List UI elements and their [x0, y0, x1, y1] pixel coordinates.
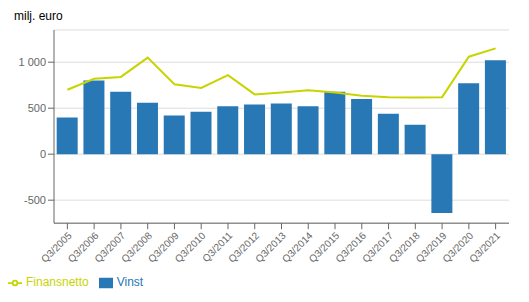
- svg-text:Q3/2005: Q3/2005: [38, 229, 74, 265]
- html-text:milj. euro: milj. euro: [14, 9, 63, 23]
- svg-text:Q3/2007: Q3/2007: [92, 229, 128, 265]
- svg-text:Q3/2011: Q3/2011: [200, 229, 235, 265]
- svg-text:Q3/2008: Q3/2008: [119, 229, 155, 265]
- html-text:Vinst: Vinst: [116, 275, 144, 290]
- svg-text:Q3/2016: Q3/2016: [333, 229, 369, 265]
- svg-text:Q3/2013: Q3/2013: [253, 229, 288, 265]
- svg-text:Q3/2021: Q3/2021: [467, 230, 502, 265]
- svg-text:Q3/2006: Q3/2006: [65, 229, 101, 265]
- svg-text:1 000: 1 000: [18, 56, 46, 68]
- svg-text:Q3/2017: Q3/2017: [360, 229, 395, 265]
- html-text:Finansnetto: Finansnetto: [26, 275, 89, 290]
- svg-text:Q3/2012: Q3/2012: [226, 229, 262, 265]
- svg-text:Q3/2014: Q3/2014: [279, 229, 315, 265]
- svg-text:0: 0: [40, 148, 46, 160]
- svg-text:Q3/2020: Q3/2020: [440, 229, 476, 265]
- svg-text:Q3/2010: Q3/2010: [172, 229, 208, 265]
- svg-text:500: 500: [28, 102, 46, 114]
- svg-text:Q3/2015: Q3/2015: [306, 229, 342, 265]
- svg-text:Q3/2018: Q3/2018: [386, 229, 422, 265]
- svg-text:Q3/2009: Q3/2009: [146, 229, 181, 265]
- svg-text:-500: -500: [24, 194, 46, 206]
- svg-text:Q3/2019: Q3/2019: [413, 229, 449, 265]
